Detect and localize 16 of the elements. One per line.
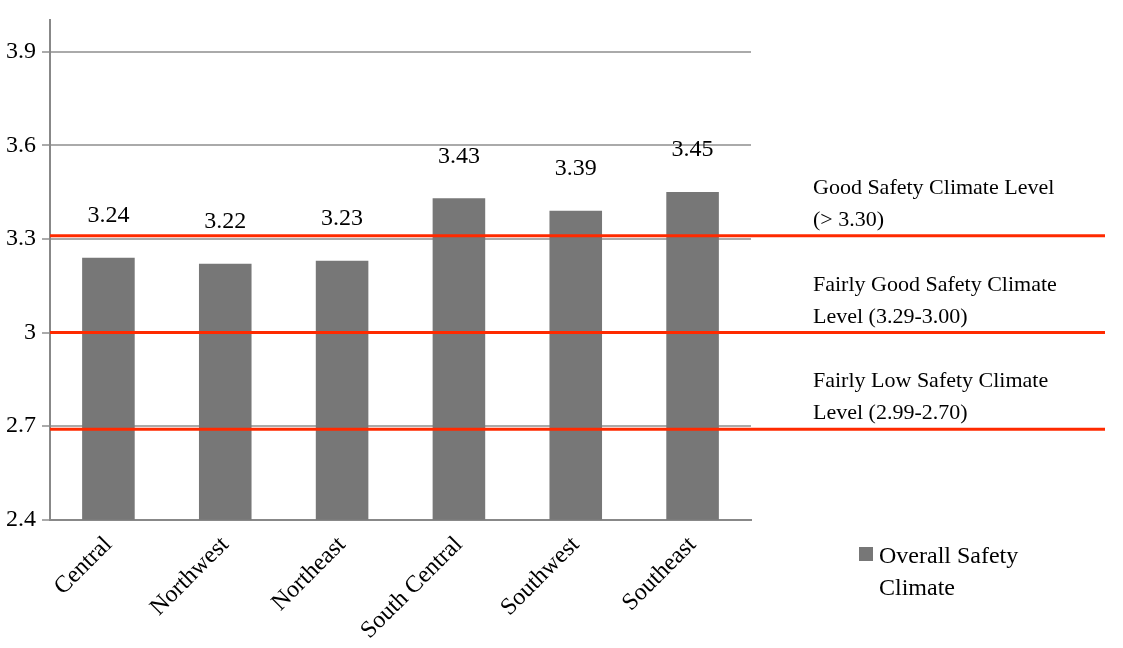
ref-line-label: Fairly Good Safety Climate Level (3.29-3.00)	[813, 270, 1057, 328]
data-label: 3.43	[437, 141, 480, 168]
data-label: 3.45	[671, 135, 714, 162]
data-label: 3.39	[554, 154, 597, 181]
y-tick-label: 3.9	[6, 36, 36, 63]
legend-label: Overall Safety Climate	[879, 542, 1019, 600]
data-label: 3.23	[321, 204, 364, 231]
y-tick-label: 2.7	[6, 411, 36, 438]
ref-line-label: Fairly Low Safety Climate Level (2.99-2.70)	[813, 367, 1049, 425]
data-label: 3.24	[87, 200, 130, 227]
ref-line-label: Good Safety Climate Level (> 3.30)	[813, 173, 1055, 231]
y-tick-label: 2.4	[6, 505, 36, 532]
y-tick-label: 3.6	[6, 130, 36, 157]
y-tick-label: 3	[24, 317, 36, 344]
y-tick-label: 3.3	[6, 224, 36, 251]
data-label: 3.22	[204, 207, 247, 234]
